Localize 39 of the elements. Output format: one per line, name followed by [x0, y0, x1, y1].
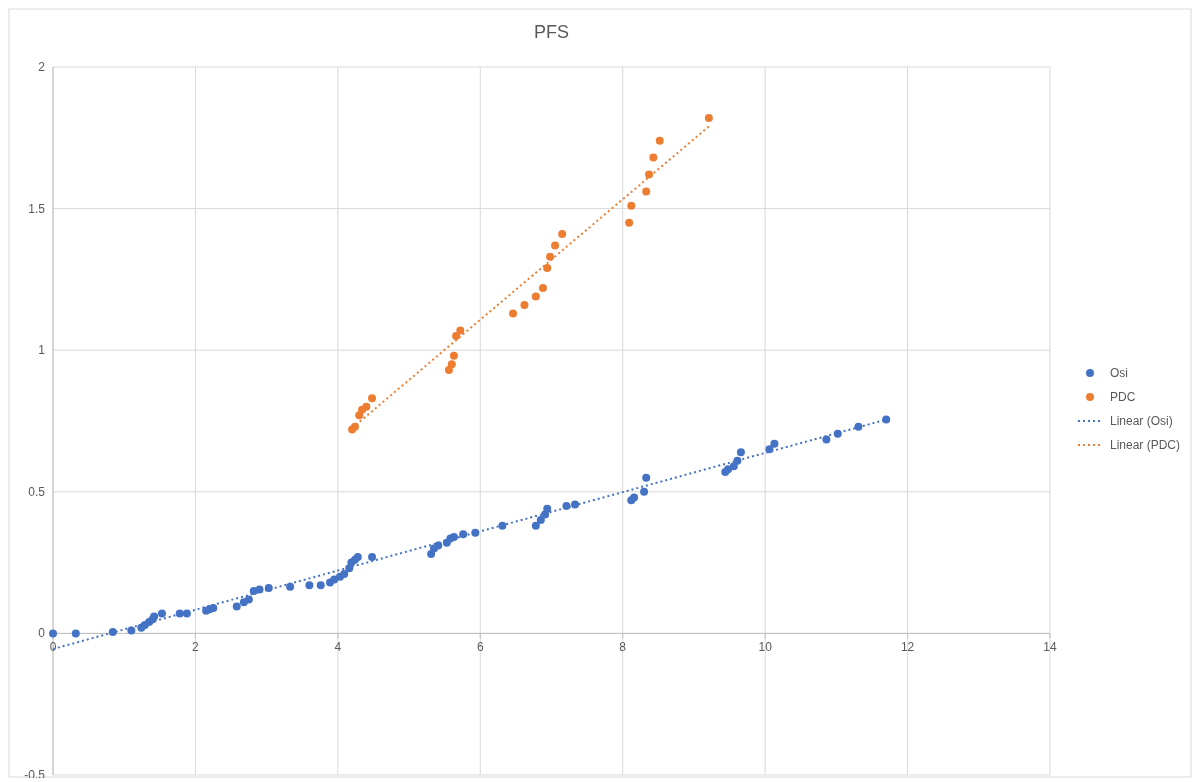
- point: [704, 113, 713, 122]
- x-tick-label: 6: [476, 640, 484, 655]
- x-tick-label: 12: [900, 640, 915, 655]
- x-tick-label: 8: [619, 640, 627, 655]
- point: [456, 326, 465, 335]
- x-tick-label: 14: [1043, 640, 1057, 655]
- y-tick-label: 2: [38, 60, 46, 74]
- point: [543, 264, 552, 273]
- legend-label: Osi: [1110, 366, 1128, 380]
- y-tick-label: 0: [38, 626, 46, 641]
- point: [627, 201, 636, 210]
- point: [642, 187, 651, 196]
- point: [625, 218, 634, 227]
- x-tick-label: 4: [334, 640, 342, 655]
- point: [447, 360, 456, 369]
- point: [449, 351, 458, 360]
- x-tick-label: 10: [758, 640, 773, 655]
- y-tick-label: 0.5: [28, 484, 46, 499]
- point: [452, 332, 461, 341]
- point: [362, 402, 371, 411]
- point: [538, 283, 547, 292]
- point: [645, 170, 654, 179]
- point: [368, 394, 377, 403]
- y-tick-label: 1.5: [28, 201, 46, 216]
- point: [520, 300, 529, 309]
- point: [551, 241, 560, 250]
- point: [546, 252, 555, 261]
- point: [655, 136, 664, 145]
- legend-label: PDC: [1110, 390, 1136, 404]
- chart-title: PFS: [533, 22, 570, 42]
- legend-label: Linear (Osi): [1110, 414, 1173, 428]
- y-tick-label: 1: [38, 343, 46, 358]
- point: [509, 309, 518, 318]
- point: [649, 153, 658, 162]
- x-tick-label: 0: [49, 640, 57, 655]
- point: [558, 230, 567, 239]
- x-tick-label: 2: [192, 640, 200, 655]
- point: [531, 292, 540, 301]
- legend-label: Linear (PDC): [1110, 438, 1181, 452]
